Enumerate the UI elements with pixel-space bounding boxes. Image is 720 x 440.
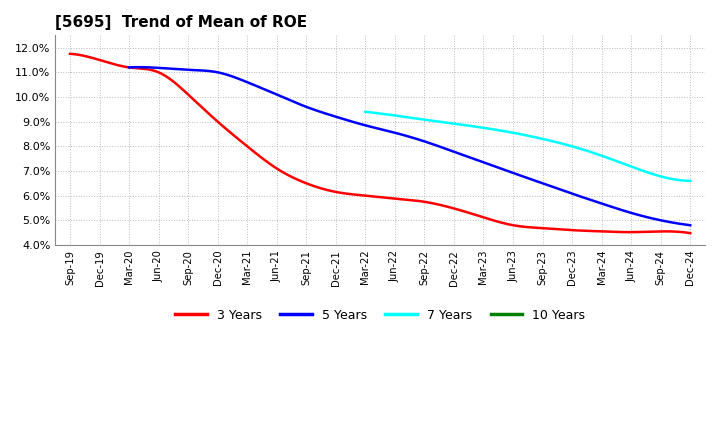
5 Years	[459, 152, 467, 158]
3 Years	[66, 51, 74, 56]
7 Years	[686, 178, 695, 183]
5 Years	[470, 157, 479, 162]
3 Years	[588, 228, 597, 234]
7 Years	[554, 140, 563, 145]
5 Years	[600, 202, 608, 207]
7 Years	[635, 167, 644, 172]
3 Years	[435, 202, 444, 207]
7 Years	[361, 109, 369, 114]
3 Years	[445, 205, 454, 210]
5 Years	[461, 153, 469, 158]
3 Years	[686, 231, 695, 236]
7 Years	[362, 109, 371, 114]
5 Years	[686, 223, 695, 228]
3 Years	[433, 202, 441, 207]
Line: 5 Years: 5 Years	[129, 67, 690, 225]
5 Years	[125, 65, 133, 70]
3 Years	[68, 51, 76, 57]
5 Years	[635, 213, 644, 218]
7 Years	[560, 142, 569, 147]
3 Years	[628, 230, 636, 235]
7 Years	[554, 140, 562, 145]
Line: 3 Years: 3 Years	[70, 54, 690, 233]
5 Years	[134, 65, 143, 70]
5 Years	[127, 65, 135, 70]
Text: [5695]  Trend of Mean of ROE: [5695] Trend of Mean of ROE	[55, 15, 307, 30]
Legend: 3 Years, 5 Years, 7 Years, 10 Years: 3 Years, 5 Years, 7 Years, 10 Years	[171, 304, 590, 327]
7 Years	[655, 173, 664, 179]
Line: 7 Years: 7 Years	[365, 112, 690, 181]
